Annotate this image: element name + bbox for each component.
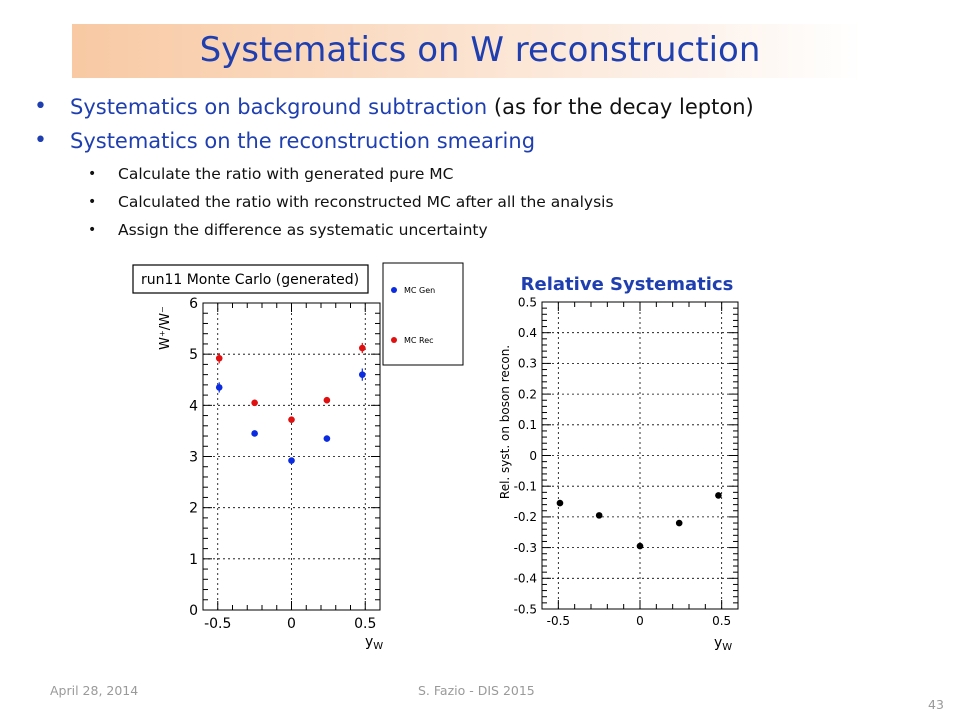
y-tick-label: 2 (189, 501, 198, 517)
y-tick-label: -0.2 (514, 510, 537, 524)
y-tick-label: 1 (189, 552, 198, 568)
y-tick-label: -0.4 (514, 572, 537, 586)
legend-marker-rec (391, 337, 397, 343)
footer-author: S. Fazio - DIS 2015 (418, 683, 535, 698)
sub-bullet-text: Calculated the ratio with reconstructed … (118, 193, 614, 211)
bullet-item: • Systematics on the reconstruction smea… (30, 124, 950, 158)
y-tick-label: 0.2 (518, 387, 537, 401)
x-tick-label: -0.5 (204, 616, 231, 632)
y-tick-label: -0.5 (514, 602, 537, 616)
data-point (715, 492, 722, 499)
y-tick-label: 3 (189, 450, 198, 466)
ratio-chart: run11 Monte Carlo (generated) MC Gen MC … (125, 258, 475, 663)
data-point (215, 354, 223, 362)
y-tick-label: 0 (189, 603, 198, 619)
data-point (675, 519, 683, 527)
data-point (288, 457, 295, 464)
bullet-dot-icon: • (34, 128, 47, 153)
bullet-list: • Systematics on background subtraction … (30, 90, 950, 244)
data-point (251, 430, 258, 437)
y-tick-label: -0.1 (514, 480, 537, 494)
x-tick-label: 0.5 (354, 616, 376, 632)
sub-bullet-text: Calculate the ratio with generated pure … (118, 165, 454, 183)
bullet-dot-icon: • (88, 194, 97, 210)
bullet-dot-icon: • (88, 166, 97, 182)
bullet-text-highlight: Systematics on background subtraction (70, 95, 488, 119)
sub-bullet-item: • Assign the difference as systematic un… (30, 216, 950, 244)
y-tick-label: 0.3 (518, 357, 537, 371)
sub-bullet-item: • Calculated the ratio with reconstructe… (30, 188, 950, 216)
data-point (251, 399, 258, 407)
data-point (636, 542, 644, 550)
y-tick-label: 0.4 (518, 326, 537, 340)
x-tick-label: 0 (287, 616, 296, 632)
data-point (595, 512, 603, 519)
data-point (288, 416, 295, 423)
x-tick-label: 0.5 (712, 614, 731, 628)
data-point (359, 344, 366, 352)
bullet-text: (as for the decay lepton) (487, 95, 754, 119)
y-axis-label: W⁺/W⁻ (158, 306, 173, 350)
y-tick-label: 0.1 (518, 418, 537, 432)
title-band (72, 24, 862, 78)
y-tick-label: 0.5 (518, 295, 537, 309)
data-point (556, 499, 564, 507)
legend-label-rec: MC Rec (404, 336, 434, 345)
bullet-dot-icon: • (88, 222, 97, 238)
y-tick-label: 5 (189, 347, 198, 363)
relative-systematics-chart: Relative Systematics Rel. syst. on boson… (492, 262, 760, 662)
data-point (215, 384, 223, 391)
bullet-dot-icon: • (34, 94, 47, 119)
data-point (323, 435, 331, 442)
legend-marker-gen (391, 287, 397, 293)
sub-bullet-text: Assign the difference as systematic unce… (118, 221, 488, 239)
y-tick-label: -0.3 (514, 541, 537, 555)
y-tick-label: 4 (189, 398, 198, 414)
chart-title-box (132, 264, 369, 294)
chart-title: Relative Systematics (521, 274, 734, 295)
sub-bullet-item: • Calculate the ratio with generated pur… (30, 160, 950, 188)
y-axis-label: Rel. syst. on boson recon. (498, 345, 512, 499)
page-number: 43 (928, 697, 944, 712)
y-tick-label: 6 (189, 296, 198, 312)
data-point (359, 371, 366, 378)
footer-date: April 28, 2014 (50, 683, 139, 698)
y-tick-label: 0 (529, 449, 537, 463)
data-point (323, 396, 331, 404)
x-tick-label: -0.5 (547, 614, 570, 628)
bullet-item: • Systematics on background subtraction … (30, 90, 950, 124)
chart-title: run11 Monte Carlo (generated) (141, 272, 359, 288)
legend-box (382, 262, 464, 366)
x-tick-label: 0 (636, 614, 644, 628)
bullet-text-highlight: Systematics on the reconstruction smeari… (70, 129, 536, 153)
slide-title: Systematics on W reconstruction (199, 30, 761, 70)
legend-label-gen: MC Gen (404, 286, 435, 295)
